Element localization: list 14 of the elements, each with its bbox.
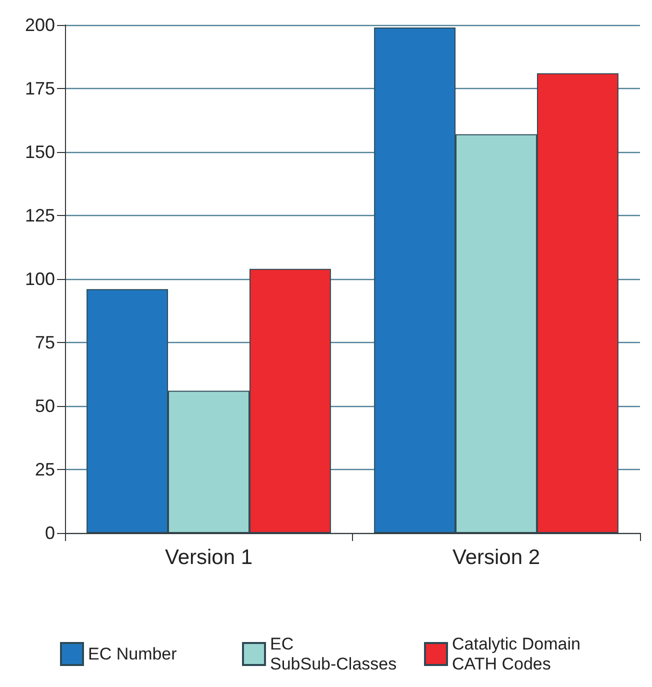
y-tick-label: 175 (24, 78, 55, 98)
y-tick-label: 0 (44, 523, 55, 543)
y-tick-label: 75 (34, 332, 55, 352)
legend-label: Catalytic Domain CATH Codes (452, 634, 586, 674)
y-tick-label: 150 (24, 142, 55, 162)
legend-label: EC Number (88, 644, 178, 664)
y-tick-label: 125 (24, 206, 55, 226)
legend-label: EC SubSub-Classes (270, 634, 397, 674)
x-tick-label: Version 1 (164, 546, 253, 569)
y-tick-label: 200 (24, 15, 55, 35)
x-tick-label: Version 2 (452, 546, 540, 569)
y-tick-label: 50 (34, 396, 55, 416)
y-tick-label: 25 (34, 460, 55, 480)
y-tick-label: 100 (24, 269, 55, 289)
